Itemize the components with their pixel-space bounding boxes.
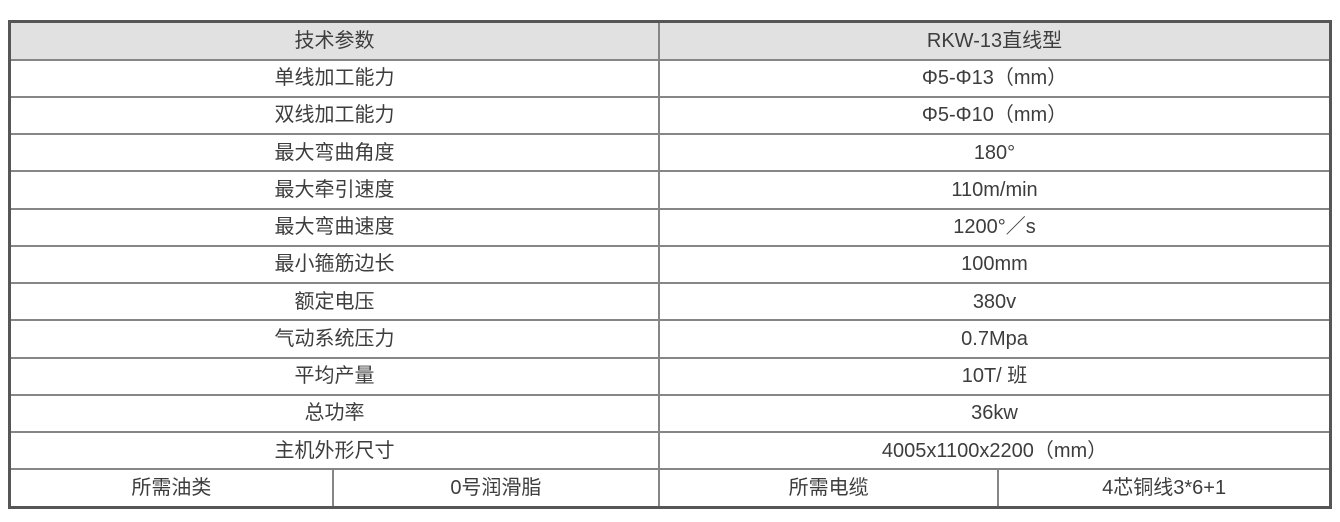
row-label: 平均产量 xyxy=(8,356,661,396)
row-label: 单线加工能力 xyxy=(8,58,661,98)
row-value: 380v xyxy=(658,282,1332,322)
table-row: 最小箍筋边长 100mm xyxy=(8,244,1332,285)
row-value: Φ5-Φ13（mm） xyxy=(658,58,1332,98)
row-value: 100mm xyxy=(658,244,1332,285)
row-value: 36kw xyxy=(658,393,1332,434)
cable-label-cell: 所需电缆 xyxy=(658,468,1000,509)
table-row: 总功率 36kw xyxy=(8,393,1332,434)
table-row: 额定电压 380v xyxy=(8,282,1332,322)
table-row: 单线加工能力 Φ5-Φ13（mm） xyxy=(8,58,1332,98)
table-row: 平均产量 10T/ 班 xyxy=(8,356,1332,396)
row-label: 主机外形尺寸 xyxy=(8,431,661,471)
row-label: 最小箍筋边长 xyxy=(8,244,661,285)
table-row: 主机外形尺寸 4005x1100x2200（mm） xyxy=(8,431,1332,471)
oil-label-cell: 所需油类 xyxy=(8,468,334,509)
cable-value-cell: 4芯铜线3*6+1 xyxy=(997,468,1332,509)
oil-value-cell: 0号润滑脂 xyxy=(331,468,661,509)
row-label: 气动系统压力 xyxy=(8,319,661,359)
row-value: 0.7Mpa xyxy=(658,319,1332,359)
row-label: 最大弯曲角度 xyxy=(8,133,661,173)
row-label: 额定电压 xyxy=(8,282,661,322)
row-value: Φ5-Φ10（mm） xyxy=(658,95,1332,136)
param-header-cell: 技术参数 xyxy=(8,20,661,61)
row-value: 180° xyxy=(658,133,1332,173)
row-value: 110m/min xyxy=(658,170,1332,210)
table-row: 气动系统压力 0.7Mpa xyxy=(8,319,1332,359)
row-value: 1200°／s xyxy=(658,207,1332,247)
table-row: 最大牵引速度 110m/min xyxy=(8,170,1332,210)
spec-table: 技术参数 RKW-13直线型 单线加工能力 Φ5-Φ13（mm） 双线加工能力 … xyxy=(8,20,1332,509)
row-label: 总功率 xyxy=(8,393,661,434)
row-label: 双线加工能力 xyxy=(8,95,661,136)
row-value: 10T/ 班 xyxy=(658,356,1332,396)
model-header-cell: RKW-13直线型 xyxy=(658,20,1332,61)
row-label: 最大弯曲速度 xyxy=(8,207,661,247)
footer-row: 所需油类 0号润滑脂 所需电缆 4芯铜线3*6+1 xyxy=(8,468,1332,509)
table-row: 最大弯曲角度 180° xyxy=(8,133,1332,173)
table-row: 最大弯曲速度 1200°／s xyxy=(8,207,1332,247)
row-value: 4005x1100x2200（mm） xyxy=(658,431,1332,471)
row-label: 最大牵引速度 xyxy=(8,170,661,210)
table-row: 双线加工能力 Φ5-Φ10（mm） xyxy=(8,95,1332,136)
header-row: 技术参数 RKW-13直线型 xyxy=(8,20,1332,61)
